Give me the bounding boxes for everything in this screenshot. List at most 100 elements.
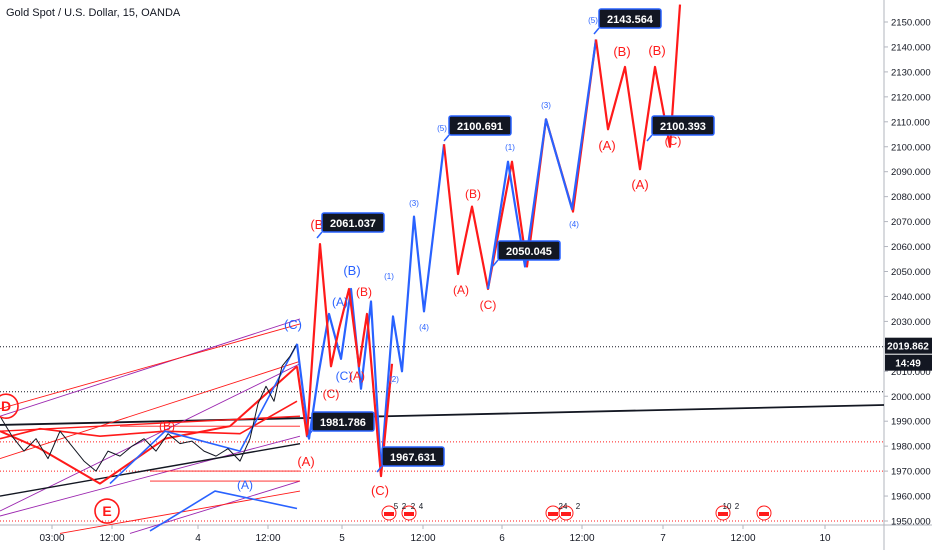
y-tick-label: 2130.000 [891, 67, 931, 78]
price-callout-pointer [316, 231, 323, 239]
y-tick-label: 1970.000 [891, 467, 931, 478]
channel-line [0, 360, 301, 460]
y-tick-label: 2150.000 [891, 18, 931, 29]
left-blue-zigzag [109, 343, 298, 485]
y-tick-label: 2070.000 [891, 217, 931, 228]
x-tick-label: 10 [819, 533, 831, 544]
price-callout-box [381, 446, 445, 467]
y-tick-label: 2010.000 [891, 367, 931, 378]
current-price-badge [885, 337, 932, 354]
channel-line [0, 415, 301, 432]
x-tick-label: 6 [499, 533, 505, 544]
circle-marker [94, 498, 120, 524]
price-callout-pointer [593, 27, 600, 35]
price-callout-label: 2100.691 [457, 121, 503, 133]
wave-label: (B) [356, 285, 372, 299]
wave-label: (1) [384, 272, 394, 281]
wave-label: (4) [569, 220, 579, 229]
price-callout-pointer [646, 134, 653, 142]
event-count-label: 2 [411, 502, 416, 511]
wave-label: (C) [284, 317, 302, 332]
x-tick-label: 12:00 [730, 533, 755, 544]
price-history-line [0, 343, 298, 472]
wave-label: (A) [631, 177, 648, 192]
wave-label: (C) [665, 134, 682, 148]
price-callout-label: 2100.393 [660, 121, 706, 133]
price-callout-label: 2143.564 [607, 14, 654, 26]
x-tick-label: 5 [339, 533, 345, 544]
wave-label: (1) [505, 143, 515, 152]
current-price-label: 2019.862 [887, 342, 929, 353]
circle-label: E [102, 503, 111, 519]
price-callout-label: 1967.631 [390, 452, 436, 464]
event-count-label: 10 [723, 502, 732, 511]
y-tick-label: 1950.000 [891, 517, 931, 528]
channel-line [129, 480, 301, 534]
wave-series [295, 242, 394, 478]
event-count-label: 5 [394, 502, 399, 511]
wave-label: (2) [389, 375, 399, 384]
price-callout-box [651, 115, 715, 136]
price-callout-label: 2050.045 [506, 246, 552, 258]
x-tick-label: 03:00 [39, 533, 64, 544]
price-callout-pointer [492, 259, 499, 267]
wave-series [486, 39, 598, 290]
circle-marker [0, 393, 19, 420]
channel-line [0, 363, 301, 512]
event-count-label: 4 [419, 502, 424, 511]
y-tick-label: 2080.000 [891, 192, 931, 203]
wave-label: (C) [480, 298, 497, 312]
price-callout-pointer [376, 465, 383, 473]
y-tick-label: 1980.000 [891, 442, 931, 453]
x-tick-label: 4 [195, 533, 201, 544]
chart-title: Gold Spot / U.S. Dollar, 15, OANDA [6, 7, 181, 19]
left-red-zigzag [0, 400, 298, 440]
wave-label: (A) [297, 454, 314, 469]
y-tick-label: 2030.000 [891, 317, 931, 328]
event-count-label: 24 [559, 502, 568, 511]
price-callout-pointer [443, 134, 450, 142]
event-flag-stripe [759, 512, 769, 516]
price-callout-pointer [306, 430, 313, 438]
x-tick-label: 12:00 [410, 533, 435, 544]
y-tick-label: 2140.000 [891, 42, 931, 53]
y-tick-label: 1990.000 [891, 417, 931, 428]
wave-label: (B) [613, 44, 630, 59]
wave-label: (B) [465, 187, 481, 201]
event-flag-stripe [384, 512, 394, 516]
price-callout-box [311, 411, 375, 432]
wave-label: (C) [323, 387, 340, 401]
wave-series [594, 4, 682, 171]
wave-line [295, 144, 446, 473]
trend-line [0, 404, 885, 426]
channel-line [0, 435, 301, 517]
wave-line [486, 39, 598, 290]
y-tick-label: 2120.000 [891, 92, 931, 103]
price-callout-box [598, 8, 662, 29]
wave-label: (C) [336, 369, 353, 383]
wave-label: (C) [371, 483, 389, 498]
y-tick-label: 2100.000 [891, 142, 931, 153]
channel-line [0, 323, 301, 410]
left-red-zigzag [0, 365, 298, 485]
wave-label: (A) [332, 295, 348, 309]
channel-line [0, 318, 301, 417]
price-callout-label: 1981.786 [320, 417, 366, 429]
y-tick-label: 2060.000 [891, 242, 931, 253]
event-count-label: 2 [576, 502, 581, 511]
wave-label: (3) [541, 101, 551, 110]
price-callout-label: 2061.037 [330, 218, 376, 230]
circle-label: D [1, 398, 11, 414]
y-tick-label: 2110.000 [891, 117, 930, 128]
wave-label: (A) [349, 369, 365, 383]
y-tick-label: 2000.000 [891, 392, 931, 403]
wave-label: (4) [419, 323, 429, 332]
y-tick-label: 2050.000 [891, 267, 931, 278]
wave-line [594, 4, 682, 171]
wave-label: (A) [453, 283, 469, 297]
y-tick-label: 1960.000 [891, 492, 931, 503]
wave-label: (3) [409, 199, 419, 208]
price-callout-box [321, 212, 385, 233]
